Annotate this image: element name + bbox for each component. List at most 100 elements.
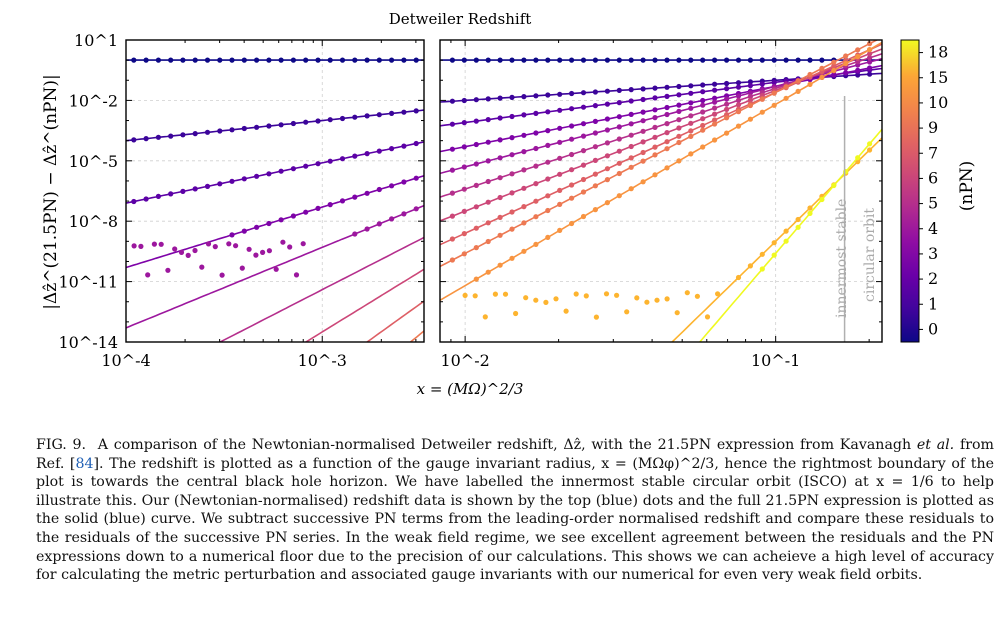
data-point — [771, 240, 777, 246]
data-point — [461, 208, 467, 214]
data-point — [807, 57, 813, 63]
data-point — [533, 181, 539, 187]
data-point — [473, 97, 479, 103]
data-point — [509, 226, 515, 232]
data-point — [795, 216, 801, 223]
data-point — [413, 175, 419, 181]
data-point — [759, 57, 765, 63]
data-point — [569, 182, 575, 188]
data-point — [473, 182, 479, 188]
data-point — [143, 57, 149, 63]
data-point — [473, 118, 479, 124]
data-point — [795, 224, 801, 230]
data-point — [580, 57, 587, 63]
noise-floor-point — [502, 291, 509, 297]
data-point — [724, 86, 730, 92]
noise-floor-point — [205, 241, 212, 247]
data-point — [628, 87, 634, 93]
data-point — [229, 127, 235, 133]
data-point — [180, 188, 186, 194]
y-tick-label: 10^-11 — [58, 273, 118, 292]
x-tick-label: 10^-4 — [101, 351, 150, 370]
noise-floor-point — [472, 293, 478, 299]
data-point — [724, 106, 730, 112]
data-point — [664, 146, 670, 152]
caption-reference-link[interactable]: 84 — [75, 455, 94, 472]
noise-floor-point — [513, 310, 519, 317]
left-panel — [125, 39, 425, 382]
data-point — [521, 248, 527, 254]
data-point — [389, 146, 395, 152]
y-tick-label: 10^1 — [74, 31, 118, 50]
data-point — [131, 57, 137, 63]
x-tick-label: 10^-2 — [440, 351, 489, 370]
data-point — [616, 160, 622, 166]
y-tick-label: 10^-14 — [58, 333, 118, 352]
data-point — [604, 127, 611, 133]
figure-title: Detweiler Redshift — [389, 10, 532, 28]
data-point — [352, 194, 358, 200]
data-point — [521, 149, 527, 155]
data-point — [315, 118, 321, 124]
data-point — [604, 153, 611, 159]
series-curve-nPN-10 — [126, 373, 424, 382]
redshift-figure: Detweiler Redshift innermost stable circ… — [41, 10, 977, 398]
data-point — [303, 163, 309, 169]
data-point — [143, 196, 149, 202]
data-point — [652, 134, 658, 140]
data-point — [290, 166, 296, 172]
data-point — [569, 167, 575, 173]
data-point — [327, 202, 333, 208]
data-point — [557, 201, 563, 207]
caption-text-3: ]. The redshift is plotted as a function… — [36, 455, 994, 584]
data-point — [533, 130, 539, 136]
series-curve-nPN-9 — [440, 40, 879, 268]
data-point — [688, 113, 694, 119]
noise-floor-point — [260, 249, 266, 255]
data-point — [688, 100, 694, 106]
data-point — [676, 57, 682, 63]
data-point — [843, 53, 849, 59]
noise-floor-point — [158, 241, 164, 247]
colorbar-tick-label: 3 — [928, 244, 938, 263]
data-point — [724, 96, 730, 102]
data-point — [592, 130, 599, 136]
data-point — [557, 155, 563, 161]
data-point — [569, 57, 575, 63]
data-point — [700, 89, 706, 95]
data-point — [254, 173, 260, 179]
data-point — [192, 57, 198, 63]
data-point — [509, 171, 515, 177]
data-point — [229, 232, 235, 238]
data-point — [759, 81, 765, 87]
data-point — [352, 231, 358, 237]
data-point — [867, 51, 873, 57]
data-point — [449, 121, 455, 127]
data-point — [569, 220, 575, 227]
data-point — [747, 93, 754, 100]
data-point — [389, 57, 395, 63]
noise-floor-point — [273, 266, 279, 272]
data-point — [303, 57, 309, 63]
data-point — [473, 245, 479, 251]
data-point — [580, 189, 587, 195]
noise-floor-point — [253, 252, 259, 258]
noise-floor-point — [185, 252, 191, 258]
data-point — [592, 144, 599, 150]
data-point — [604, 57, 611, 63]
colorbar-tick-label: 4 — [928, 219, 938, 238]
x-tick-label: 10^-3 — [298, 351, 347, 370]
data-point — [557, 91, 563, 97]
data-point — [376, 186, 382, 193]
data-point — [254, 57, 260, 63]
noise-floor-point — [145, 272, 151, 278]
data-point — [569, 136, 575, 142]
data-point — [521, 185, 527, 191]
data-point — [831, 182, 837, 189]
right-plot-area — [440, 40, 882, 342]
data-point — [604, 88, 611, 94]
data-point — [580, 162, 587, 168]
right-panel: innermost stable circular orbit — [439, 39, 883, 343]
data-point — [652, 107, 658, 113]
data-point — [867, 59, 873, 65]
